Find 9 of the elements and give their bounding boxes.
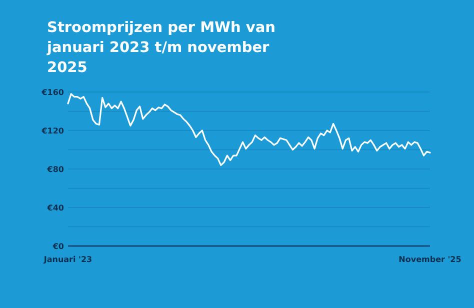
y-tick-label: €160 [40,88,64,97]
chart-title: Stroomprijzen per MWh van januari 2023 t/m november 2025 [46,20,276,76]
y-tick-label: €80 [46,164,64,174]
x-tick-label: Januari '23 [42,255,92,264]
y-tick-label: €120 [40,126,64,136]
y-tick-label: €0 [52,242,64,251]
y-tick-label: €40 [46,203,64,212]
line-series [67,93,431,166]
x-tick-label: November '25 [398,255,462,264]
